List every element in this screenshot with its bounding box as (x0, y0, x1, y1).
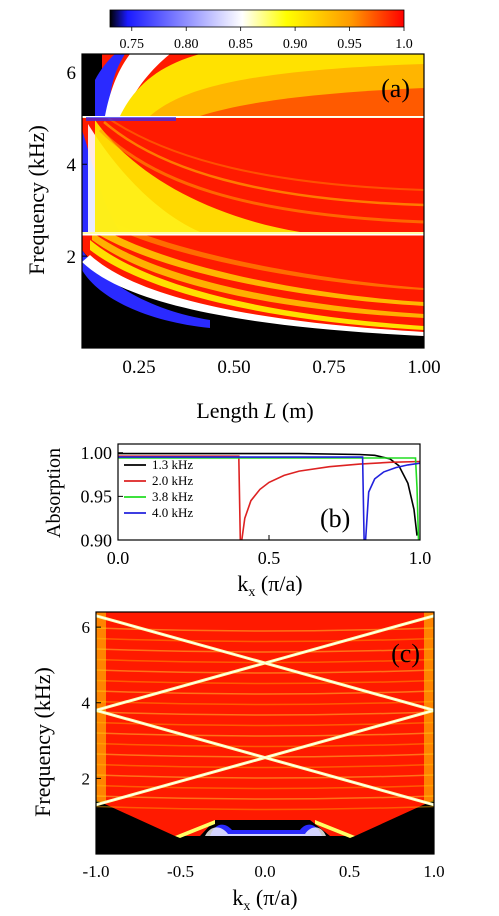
panel-c: (c) -1.0 -0.5 0.0 0.5 1.0 2 4 6 kx (π/a) Freque… (30, 611, 445, 914)
y-tick-label: 0.95 (81, 487, 113, 507)
x-tick-label: -0.5 (167, 862, 194, 881)
band-line-core (96, 709, 434, 806)
x-tick-label: 0.25 (122, 357, 155, 378)
y-tick-label: 2 (67, 247, 77, 268)
ripple-stripe (96, 805, 434, 811)
colorbar: 0.75 0.80 0.85 0.90 0.95 1.0 (109, 9, 413, 52)
y-tick-label: 1.00 (81, 443, 113, 463)
panel-c-ylabel: Frequency (kHz) (30, 667, 55, 817)
colorbar-tick-label: 0.80 (174, 37, 199, 52)
x-tick-label: 0.5 (339, 862, 360, 881)
colorbar-gradient (109, 9, 405, 28)
panel-c-heatmap (96, 612, 434, 854)
y-tick-label: 6 (67, 63, 77, 84)
legend-entry: 2.0 kHz (152, 473, 193, 488)
panel-c-label: (c) (391, 639, 420, 668)
legend-entry: 4.0 kHz (152, 505, 193, 520)
ripple-stripe (96, 784, 434, 790)
colorbar-tick-label: 0.90 (283, 37, 308, 52)
y-tick-label: 2 (82, 769, 91, 788)
panel-b-lines (118, 452, 420, 540)
series-line-2 (118, 455, 420, 540)
ripple-stripe (96, 711, 434, 716)
x-tick-label: -1.0 (83, 862, 110, 881)
legend-entry: 1.3 kHz (152, 457, 193, 472)
ripple-stripe (96, 795, 434, 800)
colorbar-tick-label: 1.0 (395, 37, 413, 52)
ripple-stripe (96, 690, 434, 695)
ripple-stripe (96, 763, 434, 769)
x-tick-label: 0.50 (217, 357, 250, 378)
panel-a-ylabel: Frequency (kHz) (24, 125, 49, 275)
panel-a: (a) 0.25 0.50 0.75 1.00 2 4 6 Length L (m) Fre… (24, 53, 441, 423)
y-tick-label: 4 (67, 155, 77, 176)
y-tick-label: 6 (82, 618, 91, 637)
series-line-3 (118, 457, 420, 540)
colorbar-tick-label: 0.95 (337, 37, 362, 52)
x-tick-label: 0.75 (312, 357, 345, 378)
band-line-core (96, 615, 434, 711)
x-tick-label: 0.5 (258, 548, 281, 568)
ripple-stripe (96, 732, 434, 737)
panel-b-xlabel: kx (π/a) (237, 571, 302, 600)
ripple-stripe (96, 637, 434, 643)
ripple-stripe (96, 679, 434, 685)
x-tick-label: 1.0 (423, 862, 444, 881)
x-tick-label: 1.00 (407, 357, 440, 378)
ripple-stripe (96, 648, 434, 653)
ripple-stripe (96, 774, 434, 779)
legend-entry: 3.8 kHz (152, 489, 193, 504)
panel-a-heatmap (82, 54, 424, 348)
series-line-4 (118, 456, 420, 540)
panel-a-label: (a) (381, 74, 410, 103)
colorbar-tick-label: 0.85 (228, 37, 253, 52)
ripple-stripe (96, 700, 434, 706)
panel-b-ylabel: Absorption (43, 448, 65, 538)
colorbar-tick-label: 0.75 (120, 37, 145, 52)
panel-b-label: (b) (320, 504, 350, 533)
panel-a-frame (81, 53, 425, 349)
panel-a-xlabel: Length L (m) (196, 398, 313, 423)
x-tick-label: 1.0 (409, 548, 432, 568)
y-tick-label: 0.90 (81, 530, 113, 550)
series-line-1 (118, 452, 418, 536)
ripple-stripe (96, 669, 434, 674)
panel-c-xlabel: kx (π/a) (232, 885, 297, 914)
x-tick-label: 0.0 (254, 862, 275, 881)
ripple-stripe (96, 742, 434, 748)
x-tick-label: 0.0 (107, 548, 130, 568)
y-tick-label: 4 (82, 694, 91, 713)
